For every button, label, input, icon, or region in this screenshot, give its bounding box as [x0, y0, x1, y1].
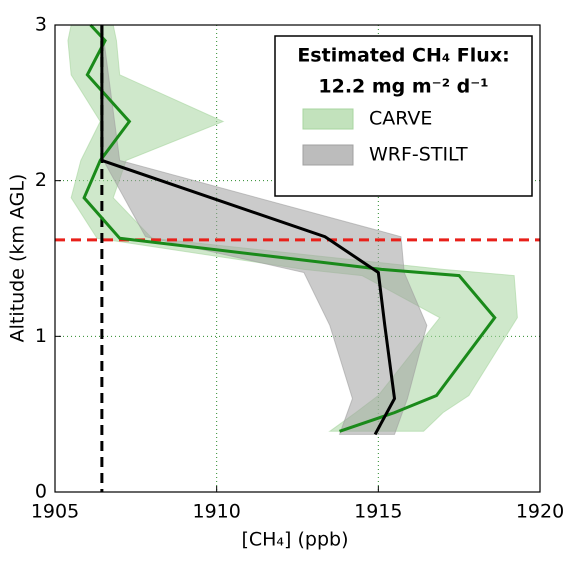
x-tick-label: 1905 [31, 501, 79, 523]
x-tick-label: 1910 [192, 501, 240, 523]
y-tick-label: 3 [35, 14, 47, 36]
legend-subtitle: 12.2 mg m⁻² d⁻¹ [318, 76, 488, 98]
legend-box [274, 35, 533, 197]
y-axis-label: Altitude (km AGL) [7, 174, 29, 343]
x-axis-label: [CH₄] (ppb) [241, 529, 348, 551]
x-tick-label: 1915 [354, 501, 402, 523]
legend-label: WRF-STILT [369, 144, 468, 166]
y-tick-label: 2 [35, 169, 47, 191]
legend-swatch [302, 144, 354, 166]
uncertainty-band [101, 24, 428, 435]
profile-line [100, 25, 397, 436]
profile-line [82, 23, 497, 433]
legend-label: CARVE [369, 108, 432, 130]
legend-title: Estimated CH₄ Flux: [297, 45, 509, 67]
plot-frame [54, 24, 541, 493]
x-tick-label: 1920 [516, 501, 564, 523]
y-tick-label: 0 [35, 481, 47, 503]
y-tick-label: 1 [35, 325, 47, 347]
legend-swatch [302, 108, 354, 130]
